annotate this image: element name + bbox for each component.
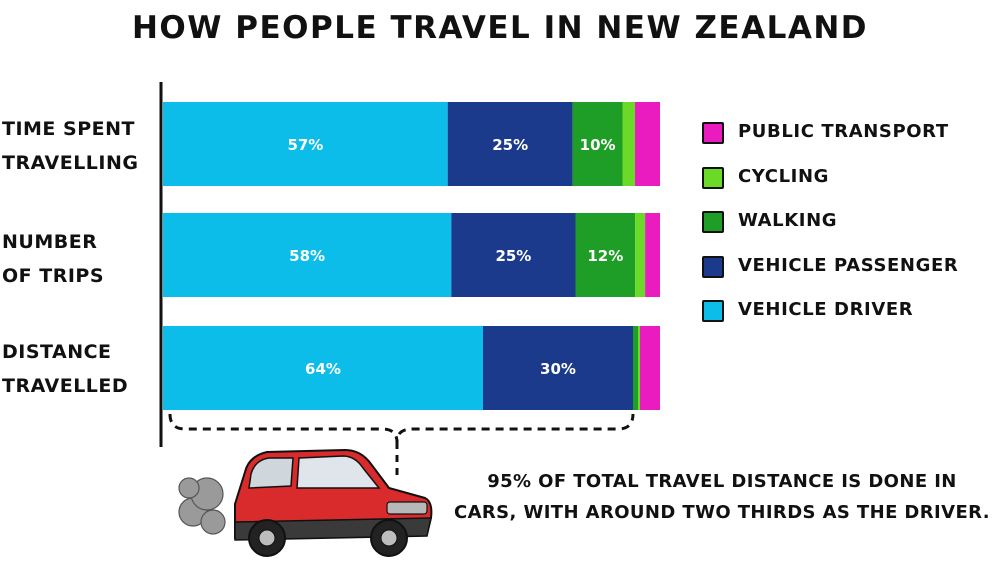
category-label-line: DISTANCE bbox=[2, 341, 112, 363]
legend-swatch-cycling bbox=[702, 166, 724, 189]
bar-segment bbox=[163, 213, 452, 297]
bar-segment bbox=[483, 326, 633, 410]
bar-segment bbox=[163, 326, 483, 410]
legend-label: VEHICLE PASSENGER bbox=[738, 254, 959, 276]
legend-swatch-vehicle-passenger bbox=[702, 255, 724, 278]
legend-swatch-public-transport bbox=[702, 122, 724, 144]
category-label-trips: NUMBER OF TRIPS bbox=[2, 225, 152, 293]
bar-segment bbox=[635, 102, 660, 186]
bar-value-label: 64% bbox=[305, 360, 341, 378]
bar-segment bbox=[635, 213, 645, 297]
category-label-time: TIME SPENT TRAVELLING bbox=[2, 112, 152, 180]
bar-group: 57% 25% 10% 58% 25% 12% 64% 30% bbox=[163, 102, 660, 410]
bar-segment bbox=[645, 213, 660, 297]
category-label-line: TIME SPENT bbox=[2, 118, 135, 140]
caption-line: CARS, WITH AROUND TWO THIRDS AS THE DRIV… bbox=[453, 502, 990, 523]
legend-label: PUBLIC TRANSPORT bbox=[738, 121, 949, 142]
category-label-line: NUMBER bbox=[2, 231, 98, 253]
bar-value-label: 10% bbox=[580, 136, 616, 154]
bar-segment bbox=[575, 213, 636, 297]
bar-value-label: 25% bbox=[495, 247, 531, 265]
bar-value-label: 57% bbox=[287, 136, 323, 154]
category-label-line: TRAVELLING bbox=[2, 152, 139, 174]
bar-value-label: 25% bbox=[492, 136, 528, 154]
bar-segment bbox=[451, 213, 576, 297]
category-label-distance: DISTANCE TRAVELLED bbox=[2, 335, 152, 403]
category-label-line: OF TRIPS bbox=[2, 265, 105, 287]
bar-value-label: 58% bbox=[289, 247, 325, 265]
legend-label: CYCLING bbox=[738, 165, 830, 187]
caption-line: 95% OF TOTAL TRAVEL DISTANCE IS DONE IN bbox=[487, 471, 957, 492]
bar-segment bbox=[163, 102, 448, 186]
bar-segment bbox=[640, 326, 660, 410]
red-suv-car-icon bbox=[178, 448, 433, 557]
legend-label: VEHICLE DRIVER bbox=[738, 299, 914, 320]
category-label-line: TRAVELLED bbox=[2, 375, 129, 397]
legend-label: WALKING bbox=[738, 210, 838, 231]
bar-segment bbox=[633, 326, 638, 410]
distance-brace bbox=[168, 413, 635, 443]
bar-value-label: 30% bbox=[540, 360, 576, 378]
bar-segment bbox=[638, 326, 640, 410]
legend-swatch-walking bbox=[702, 211, 724, 233]
bar-segment bbox=[622, 102, 635, 186]
chart-title: HOW PEOPLE TRAVEL IN NEW ZEALAND bbox=[131, 10, 869, 46]
bar-segment bbox=[447, 102, 573, 186]
bar-value-label: 12% bbox=[587, 247, 623, 265]
legend-swatch-vehicle-driver bbox=[702, 300, 724, 322]
bar-segment bbox=[572, 102, 623, 186]
caption-note: 95% OF TOTAL TRAVEL DISTANCE IS DONE IN … bbox=[452, 466, 992, 528]
